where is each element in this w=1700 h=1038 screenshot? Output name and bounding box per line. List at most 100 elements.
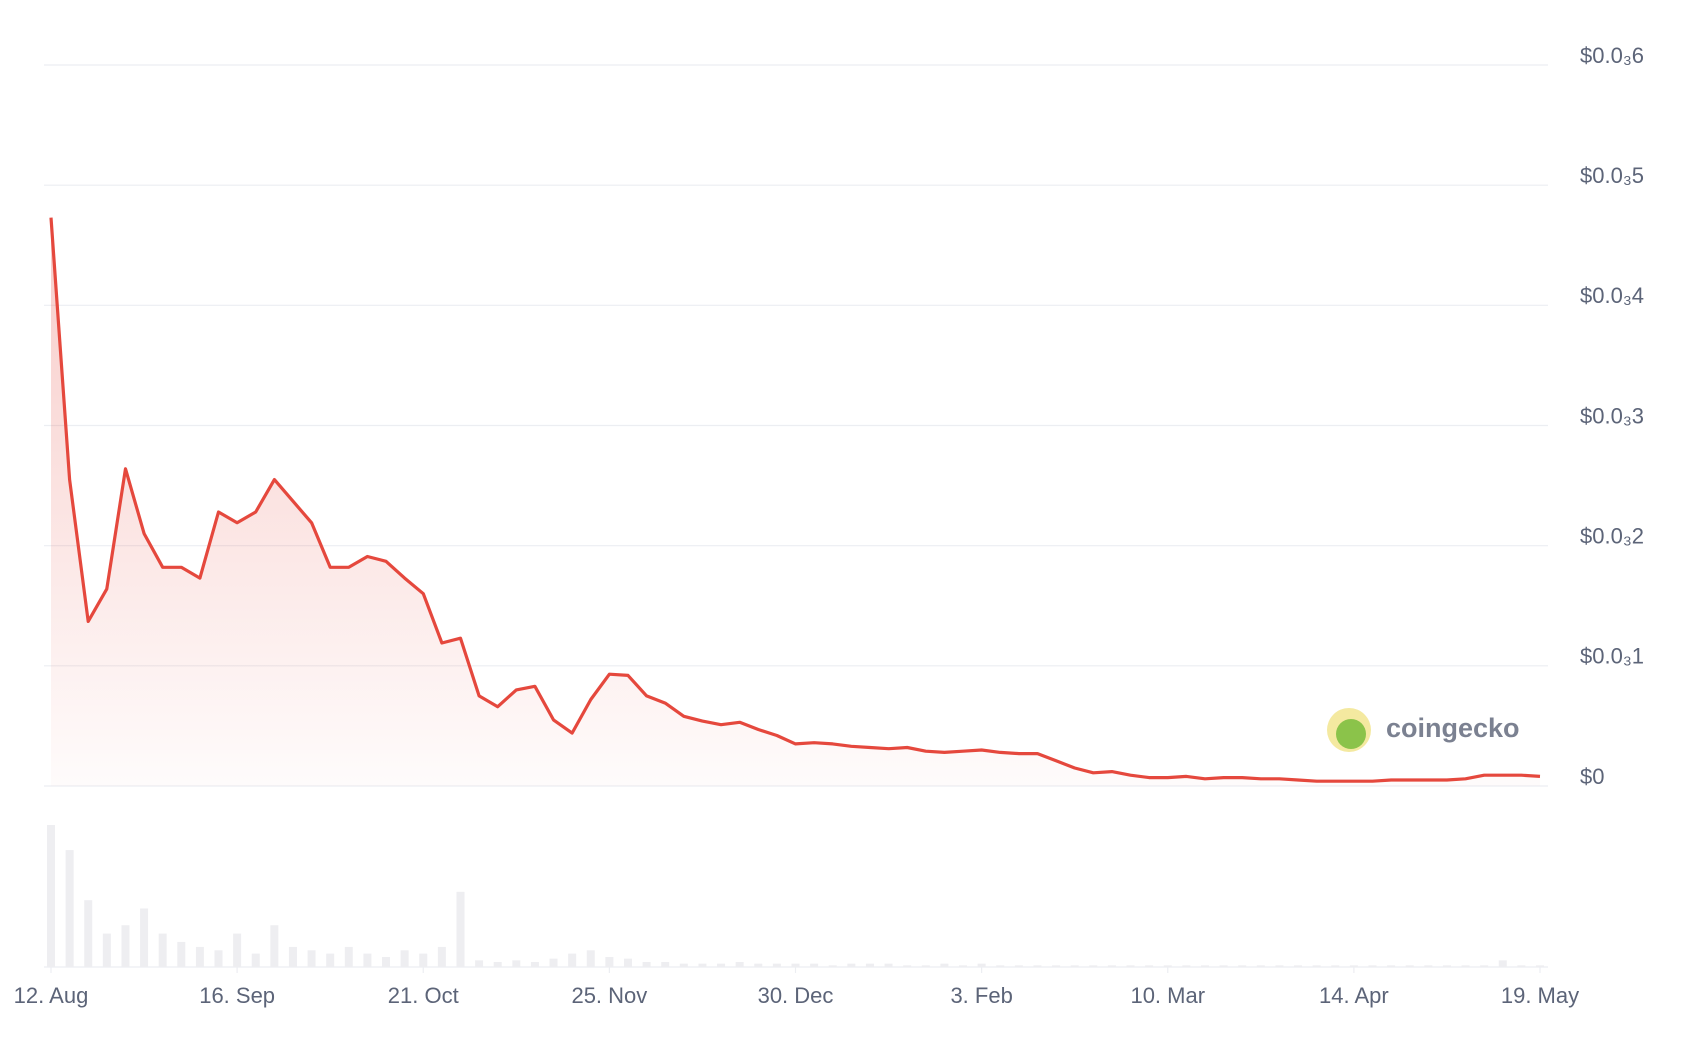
y-tick-label: $0.0₃4 bbox=[1580, 283, 1644, 308]
volume-bar bbox=[65, 850, 74, 967]
volume-bar bbox=[288, 946, 297, 967]
volume-bar bbox=[903, 965, 912, 967]
volume-bar bbox=[940, 963, 949, 967]
volume-bar bbox=[921, 965, 930, 967]
volume-bar bbox=[382, 956, 391, 967]
volume-bar bbox=[642, 961, 651, 967]
volume-bar bbox=[512, 960, 521, 967]
volume-bar bbox=[698, 963, 707, 967]
volume-bar bbox=[177, 941, 186, 967]
y-tick-label: $0 bbox=[1580, 764, 1604, 789]
volume-bar bbox=[1368, 965, 1377, 967]
volume-bar bbox=[1256, 965, 1265, 967]
price-area bbox=[51, 217, 1540, 787]
x-tick-label: 3. Feb bbox=[950, 983, 1012, 1008]
volume-bar bbox=[1219, 965, 1228, 967]
y-tick-label: $0.0₃5 bbox=[1580, 163, 1644, 188]
price-line bbox=[49, 217, 1541, 783]
volume-bar bbox=[251, 953, 260, 967]
volume-bar bbox=[1480, 965, 1489, 967]
volume-bar bbox=[996, 965, 1005, 967]
volume-bar bbox=[884, 963, 893, 967]
volume-bar bbox=[102, 933, 111, 967]
volume-bar bbox=[1014, 965, 1023, 967]
volume-bar bbox=[1536, 965, 1544, 967]
x-tick-label: 10. Mar bbox=[1130, 983, 1205, 1008]
x-tick-label: 25. Nov bbox=[571, 983, 647, 1008]
volume-bar bbox=[977, 963, 986, 967]
volume-bar bbox=[717, 963, 726, 967]
volume-bar bbox=[1200, 965, 1209, 967]
volume-bar bbox=[623, 958, 632, 967]
volume-bar bbox=[1517, 965, 1526, 967]
volume-bar bbox=[363, 953, 372, 967]
x-tick-label: 19. May bbox=[1501, 983, 1579, 1008]
volume-bar bbox=[1089, 965, 1098, 967]
volume-bar bbox=[735, 961, 744, 967]
volume-bar bbox=[1498, 960, 1507, 967]
volume-bar bbox=[847, 963, 856, 967]
volume-bar bbox=[1238, 965, 1247, 967]
volume-bar bbox=[1107, 965, 1116, 967]
volume-bar bbox=[195, 946, 204, 967]
watermark-text: coingecko bbox=[1386, 713, 1520, 743]
volume-bar bbox=[772, 963, 781, 967]
volume-bar bbox=[1405, 965, 1414, 967]
volume-bar bbox=[1442, 965, 1451, 967]
volume-bar bbox=[437, 946, 446, 967]
volume-bar bbox=[84, 900, 93, 967]
volume-bar bbox=[1126, 965, 1135, 967]
volume-bar bbox=[47, 825, 55, 967]
volume-bar bbox=[791, 963, 800, 967]
volume-bar bbox=[1070, 965, 1079, 967]
y-tick-label: $0.0₃2 bbox=[1580, 523, 1644, 548]
volume-bar bbox=[493, 961, 502, 967]
volume-bar bbox=[661, 961, 670, 967]
volume-bar bbox=[326, 953, 335, 967]
x-tick-label: 21. Oct bbox=[388, 983, 459, 1008]
volume-bar bbox=[1033, 965, 1042, 967]
volume-bar bbox=[1461, 965, 1470, 967]
volume-bar bbox=[754, 963, 763, 967]
logo-inner bbox=[1336, 719, 1366, 749]
volume-bar bbox=[1182, 965, 1191, 967]
volume-bar bbox=[214, 950, 223, 967]
volume-bar bbox=[1052, 965, 1061, 967]
volume-bar bbox=[344, 946, 353, 967]
volume-bar bbox=[400, 950, 409, 967]
volume-bar bbox=[1349, 965, 1358, 967]
x-tick-label: 30. Dec bbox=[758, 983, 834, 1008]
volume-bar bbox=[959, 965, 968, 967]
volume-bar bbox=[1331, 965, 1340, 967]
x-tick-label: 16. Sep bbox=[199, 983, 275, 1008]
volume-bar bbox=[475, 960, 484, 967]
volume-bar bbox=[1294, 965, 1303, 967]
x-tick-label: 12. Aug bbox=[14, 983, 89, 1008]
volume-bar bbox=[605, 956, 614, 967]
volume-bar bbox=[530, 961, 539, 967]
watermark: coingecko bbox=[1327, 708, 1520, 752]
volume-bar bbox=[865, 963, 874, 967]
y-tick-label: $0.0₃1 bbox=[1580, 644, 1644, 669]
volume-bar bbox=[270, 925, 279, 967]
volume-bar bbox=[568, 953, 577, 967]
volume-bar bbox=[1312, 965, 1321, 967]
volume-bar bbox=[140, 908, 149, 967]
y-tick-label: $0.0₃6 bbox=[1580, 43, 1644, 68]
volume-bar bbox=[233, 933, 242, 967]
volume-bar bbox=[121, 925, 130, 967]
volume-bar bbox=[456, 891, 465, 967]
volume-bar bbox=[586, 950, 595, 967]
y-tick-label: $0.0₃3 bbox=[1580, 403, 1644, 428]
volume-bar bbox=[1145, 965, 1154, 967]
volume-bar bbox=[158, 933, 167, 967]
volume-bar bbox=[828, 965, 837, 967]
volume-bar bbox=[1275, 965, 1284, 967]
volume-bar bbox=[419, 953, 428, 967]
volume-bar bbox=[307, 950, 316, 967]
volume-bar bbox=[1424, 965, 1433, 967]
volume-bar bbox=[810, 963, 819, 967]
volume-bar bbox=[549, 958, 558, 967]
x-tick-label: 14. Apr bbox=[1319, 983, 1389, 1008]
